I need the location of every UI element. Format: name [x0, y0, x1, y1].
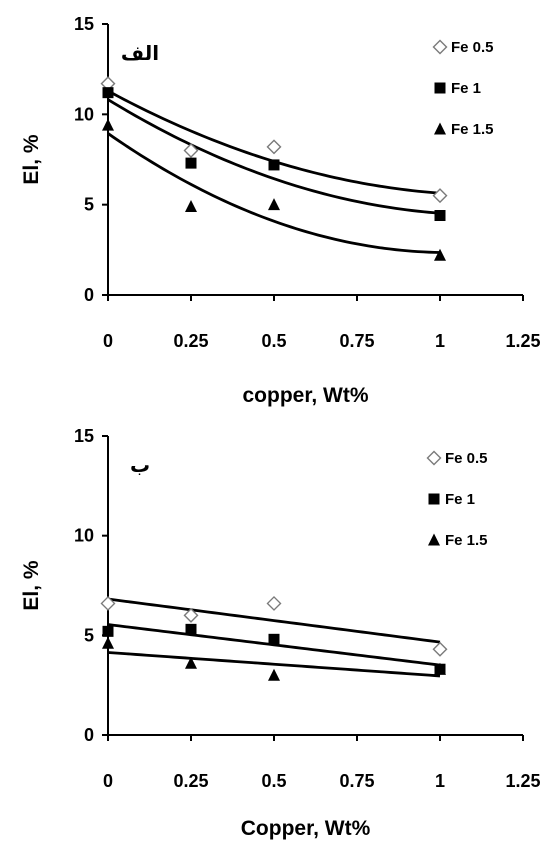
- x-tick-label: 0.5: [261, 771, 286, 791]
- data-point-fe-1: [185, 157, 197, 169]
- x-tick-label: 0: [103, 331, 113, 351]
- x-tick-label: 1: [435, 331, 445, 351]
- data-point-fe-0.5: [432, 641, 448, 657]
- trendline-fe-1: [107, 623, 441, 667]
- y-tick-label: 10: [74, 526, 94, 546]
- data-point-fe-0.5: [183, 607, 199, 623]
- data-point-fe-0.5: [266, 139, 282, 155]
- data-point-fe-0.5: [183, 142, 199, 158]
- x-tick-label: 0: [103, 771, 113, 791]
- data-point-fe-1.5: [434, 662, 446, 675]
- y-tick-label: 0: [84, 725, 94, 745]
- data-point-fe-1: [102, 625, 114, 637]
- legend-label: Fe 0.5: [445, 450, 488, 467]
- legend-marker: [432, 39, 448, 55]
- trendline-fe-0.5: [107, 597, 441, 644]
- data-point-fe-1.5: [102, 636, 114, 649]
- y-tick-label: 0: [84, 285, 94, 305]
- x-axis-title: copper, Wt%: [242, 384, 368, 407]
- legend-label: Fe 1: [445, 491, 475, 508]
- legend-label: Fe 0.5: [451, 39, 494, 56]
- legend-marker: [426, 450, 442, 466]
- data-point-fe-1.5: [268, 198, 280, 211]
- chart-panel-1: 0 5 10 15 0 0.25 0.5 0.75 1 1.25 copper, Wt% El, % ا…: [20, 14, 541, 407]
- legend-label: Fe 1.5: [445, 532, 488, 549]
- y-tick-label: 5: [84, 195, 94, 215]
- y-tick-label: 5: [84, 625, 94, 645]
- x-tick-label: 0.25: [173, 331, 208, 351]
- data-point-fe-1: [434, 210, 446, 222]
- y-tick-label: 15: [74, 426, 94, 446]
- panel-label: ب: [130, 453, 150, 477]
- y-axis-title: El, %: [20, 134, 43, 185]
- legend-marker: [428, 493, 440, 505]
- data-point-fe-1.5: [268, 668, 280, 681]
- x-tick-label: 0.25: [173, 771, 208, 791]
- panel-label: الف: [121, 41, 159, 65]
- legend-marker: [428, 533, 440, 546]
- data-point-fe-0.5: [100, 595, 116, 611]
- x-tick-label: 1: [435, 771, 445, 791]
- data-point-fe-1.5: [102, 118, 114, 131]
- legend-marker: [434, 122, 446, 135]
- y-axis-title: El, %: [20, 560, 43, 611]
- x-tick-label: 0.5: [261, 331, 286, 351]
- data-point-fe-0.5: [432, 188, 448, 204]
- x-tick-label: 1.25: [505, 331, 540, 351]
- y-tick-label: 15: [74, 14, 94, 34]
- trendline-fe-1: [107, 98, 441, 215]
- data-point-fe-1: [268, 633, 280, 645]
- x-axis-title: Copper, Wt%: [241, 817, 371, 840]
- data-point-fe-1.5: [185, 199, 197, 212]
- trendline-fe-1.5: [107, 132, 441, 254]
- data-point-fe-1: [268, 159, 280, 171]
- x-tick-label: 1.25: [505, 771, 540, 791]
- chart-panel-2: 0 5 10 15 0 0.25 0.5 0.75 1 1.25 Copper, Wt% El, % ب…: [20, 426, 541, 840]
- x-tick-label: 0.75: [339, 771, 374, 791]
- trendline-fe-1.5: [107, 651, 441, 678]
- data-point-fe-1: [185, 623, 197, 635]
- legend-label: Fe 1: [451, 80, 481, 97]
- data-point-fe-1: [102, 87, 114, 99]
- legend-label: Fe 1.5: [451, 121, 494, 138]
- data-point-fe-1.5: [185, 656, 197, 669]
- y-tick-label: 10: [74, 104, 94, 124]
- legend-marker: [434, 82, 446, 94]
- data-point-fe-1.5: [434, 248, 446, 261]
- data-point-fe-0.5: [266, 595, 282, 611]
- x-tick-label: 0.75: [339, 331, 374, 351]
